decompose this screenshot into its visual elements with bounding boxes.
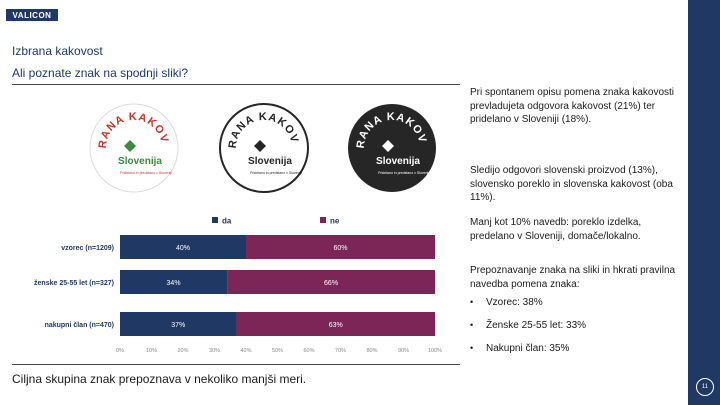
emblem-dark: IZBRANA KAKOVOST Slovenija Pridelano in … [337,98,436,192]
slide-title: Izbrana kakovost [12,44,103,58]
slide-footer: Ciljna skupina znak prepoznava v nekolik… [12,372,307,386]
x-tick-label: 10% [146,348,157,354]
valicon-logo: VALICON [6,9,58,21]
bullet-text: Ženske 25-55 let: 33% [486,320,587,331]
emblem-color-center-text: Slovenija [118,156,162,167]
category-label: vzorec (n=1209) [61,245,114,252]
bar-da [120,312,237,336]
list-item: • Ženske 25-55 let: 33% [470,319,586,342]
bar-da [120,235,246,259]
legend-swatch-ne [320,217,326,223]
text-paragraph-2: Sledijo odgovori slovenski proizvod (13%… [470,165,673,203]
emblem-outline-center-text: Slovenija [248,156,292,167]
x-tick-label: 70% [335,348,346,354]
emblem-dark-center-text: Slovenija [376,156,420,167]
data-label: 40% [176,245,190,252]
category-label: nakupni član (n=470) [45,322,114,329]
emblem-dark-small-text: Pridelano in predelano v Sloveniji [378,171,430,175]
x-tick-label: 40% [240,348,251,354]
bullet-text: Nakupni član: 35% [486,343,570,354]
data-label: 34% [167,280,181,287]
bar-ne [246,235,435,259]
footer-divider [12,364,460,365]
emblem-color: IZBRANA KAKOVOST Slovenija Pridelano in … [84,98,179,193]
data-label: 63% [329,322,343,329]
bullet-dot-icon: • [470,297,474,307]
header-divider [12,84,460,85]
quality-emblems: IZBRANA KAKOVOST Slovenija Pridelano in … [84,98,436,193]
text-paragraph-4: Prepoznavanje znaka na sliki in hkrati p… [470,265,676,290]
bullet-dot-icon: • [470,320,474,330]
data-label: 66% [324,280,338,287]
x-tick-label: 30% [209,348,220,354]
text-paragraph-1: Pri spontanem opisu pomena znaka kakovos… [470,87,675,125]
data-label: 37% [171,322,185,329]
legend-label-ne: ne [330,217,340,226]
bullet-list: • Vzorec: 38% • Ženske 25-55 let: 33% • Nak… [470,296,586,365]
legend-swatch-da [212,217,218,223]
bar-da [120,270,228,294]
right-accent-bar [688,0,720,405]
list-item: • Vzorec: 38% [470,296,586,319]
bar-ne [236,312,435,336]
bullet-text: Vzorec: 38% [486,297,543,308]
x-tick-label: 0% [116,348,124,354]
page-number: 11 [696,378,714,396]
list-item: • Nakupni član: 35% [470,342,586,365]
legend-label-da: da [222,217,232,226]
slide-question: Ali poznate znak na spodnji sliki? [12,66,189,80]
data-label: 60% [333,245,347,252]
x-tick-label: 100% [428,348,442,354]
emblem-outline-small-text: Pridelano in predelano v Sloveniji [250,171,302,175]
text-paragraph-3: Manj kot 10% navedb: poreklo izdelka, pr… [470,217,642,242]
x-tick-label: 20% [177,348,188,354]
x-tick-label: 60% [303,348,314,354]
x-tick-label: 50% [272,348,283,354]
bullet-dot-icon: • [470,343,474,353]
emblem-outline: IZBRANA KAKOVOST Slovenija Pridelano in … [209,98,309,193]
x-tick-label: 80% [366,348,377,354]
category-label: ženske 25-55 let (n=327) [34,280,114,287]
x-tick-label: 90% [398,348,409,354]
emblem-color-small-text: Pridelano in predelano v Sloveniji [120,171,172,175]
stacked-bar-chart: da ne vzorec (n=1209) 40% 60% ženske 25-55 le… [34,217,442,355]
bar-ne [227,270,435,294]
